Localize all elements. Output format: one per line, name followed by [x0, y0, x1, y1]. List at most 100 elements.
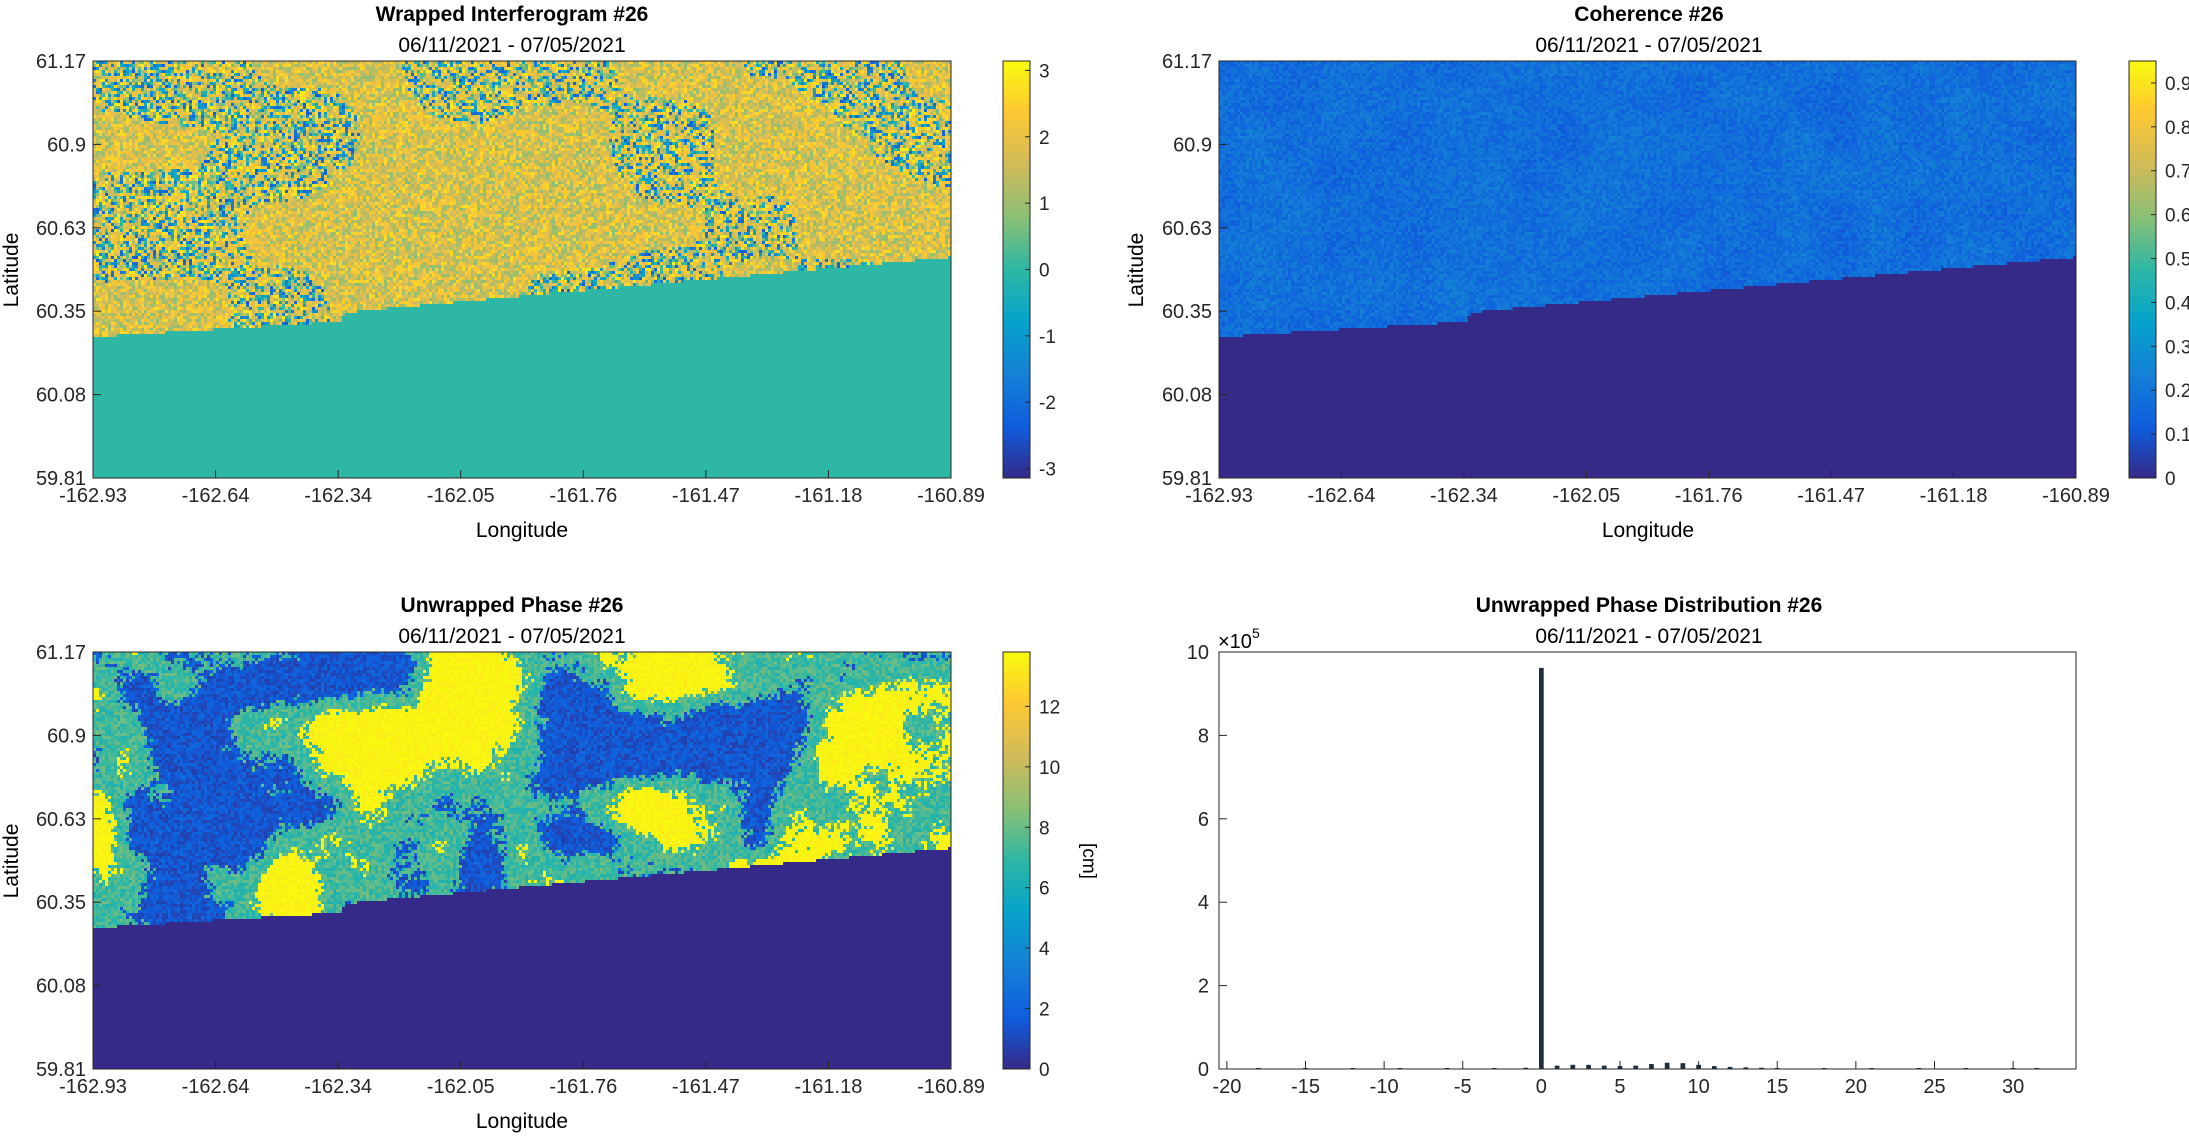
colorbar-tick-label: 0.4 [2165, 293, 2189, 314]
x-tick-labels: -162.93 -162.64 -162.34 -162.05 -161.76 -161.… [59, 1061, 985, 1098]
y-tick-label: 60.9 [47, 725, 86, 747]
x-tick-label: -162.34 [304, 1076, 372, 1098]
chart-title: Unwrapped Phase Distribution #26 [1476, 594, 1823, 617]
y-tick-label: 4 [1198, 892, 1209, 914]
y-tick-label: 60.63 [1162, 218, 1212, 240]
x-tick-label: -162.05 [427, 1076, 495, 1098]
x-tick-label: -161.18 [795, 1076, 863, 1098]
colorbar-tick-label: 0 [1039, 1060, 1050, 1081]
x-tick-label: -10 [1370, 1076, 1399, 1098]
histogram-bar [1586, 1064, 1591, 1069]
colorbar-tick-labels: 0.9 0.8 0.7 0.6 0.5 0.4 0.3 0.2 0.1 0 [2151, 74, 2189, 490]
x-tick-labels: -162.93 -162.64 -162.34 -162.05 -161.76 -161.… [1185, 470, 2110, 507]
x-tick-label: -162.05 [1552, 485, 1620, 507]
x-tick-label: -161.76 [549, 485, 617, 507]
colorbar-tick-label: 8 [1039, 818, 1050, 839]
y-tick-label: 59.81 [36, 468, 86, 490]
chart-title: Coherence #26 [1574, 3, 1723, 26]
x-tick-label: -160.89 [917, 485, 985, 507]
x-tick-label: -162.64 [182, 485, 250, 507]
colorbar-tick-label: 0.2 [2165, 381, 2189, 402]
colorbar-tick-label: -3 [1039, 460, 1056, 481]
x-tick-label: -160.89 [2042, 485, 2110, 507]
x-ticks: -20 -15 -10 -5 0 5 10 15 20 25 30 [1212, 1061, 2024, 1098]
x-tick-label: -162.34 [1430, 485, 1498, 507]
x-tick-label: -162.93 [59, 485, 127, 507]
histogram-bar [1759, 1067, 1764, 1069]
x-tick-label: 0 [1536, 1076, 1547, 1098]
x-tick-label: -161.18 [1920, 485, 1988, 507]
x-tick-label: -161.76 [549, 1076, 617, 1098]
y-tick-label: 60.63 [36, 809, 86, 831]
histogram-bar [1601, 1065, 1607, 1069]
y-tick-label: 8 [1198, 725, 1209, 747]
y-tick-labels: 61.17 60.9 60.63 60.35 60.08 59.81 [1162, 51, 1227, 490]
y-tick-label: 0 [1198, 1059, 1209, 1081]
y-tick-label: 10 [1187, 642, 1209, 664]
x-tick-label: 25 [1923, 1076, 1945, 1098]
y-tick-label: 60.08 [36, 385, 86, 407]
y-tick-label: 2 [1198, 976, 1209, 998]
colorbar-tick-label: 0.9 [2165, 74, 2189, 95]
colorbar-tick-label: 10 [1039, 758, 1060, 779]
heatmap-raster [93, 61, 951, 478]
x-tick-label: -161.47 [672, 1076, 740, 1098]
chart-subtitle: 06/11/2021 - 07/05/2021 [1535, 625, 1762, 648]
x-tick-label: 20 [1845, 1076, 1867, 1098]
histogram-bar [1570, 1064, 1576, 1069]
histogram-bar [1664, 1062, 1670, 1069]
panel-unwrapped-phase-distribution: Unwrapped Phase Distribution #26 06/11/2… [1187, 594, 2077, 1098]
colorbar-tick-label: 0 [2165, 469, 2176, 490]
chart-title: Unwrapped Phase #26 [401, 594, 624, 617]
plot-area [1219, 652, 2076, 1069]
colorbar-tick-label: -1 [1039, 327, 1056, 348]
colorbar-tick-label: 2 [1039, 1000, 1050, 1021]
y-tick-label: 59.81 [36, 1059, 86, 1081]
x-tick-label: -162.93 [1185, 485, 1253, 507]
y-tick-label: 60.9 [47, 134, 86, 156]
colorbar-tick-label: 6 [1039, 879, 1050, 900]
plot-frame [1218, 651, 2077, 1070]
y-tick-label: 60.35 [1162, 301, 1212, 323]
heatmap-image [1219, 61, 2076, 478]
colorbar [1002, 651, 1031, 1070]
heatmap-image [93, 61, 951, 478]
colorbar-tick-label: 12 [1039, 697, 1060, 718]
colorbar [1002, 60, 1031, 479]
colorbar-tick-label: 0.7 [2165, 162, 2189, 183]
heatmap-raster [93, 652, 951, 1069]
x-tick-label: -15 [1291, 1076, 1320, 1098]
colorbar-tick-labels: 3 2 1 0 -1 -2 -3 [1025, 61, 1056, 481]
heatmap-image [93, 652, 951, 1069]
y-tick-label: 61.17 [36, 51, 86, 73]
x-tick-label: 15 [1766, 1076, 1788, 1098]
y-tick-label: 61.17 [1162, 51, 1212, 73]
colorbar-tick-labels: 12 10 8 6 4 2 0 [1025, 697, 1060, 1081]
y-tick-label: 60.9 [1173, 134, 1212, 156]
y-tick-label: 60.35 [36, 301, 86, 323]
colorbar [2128, 60, 2157, 479]
panel-wrapped-interferogram: Wrapped Interferogram #26 06/11/2021 - 0… [0, 3, 1056, 542]
y-axis-label: Latitude [0, 233, 23, 308]
y-ticks: 10 8 6 4 2 0 [1187, 642, 1227, 1081]
x-tick-label: -162.64 [182, 1076, 250, 1098]
panel-coherence: Coherence #26 06/11/2021 - 07/05/2021 -1… [1125, 3, 2189, 542]
colorbar-tick-label: 2 [1039, 128, 1050, 149]
histogram-bar [1633, 1065, 1639, 1069]
x-tick-label: -161.47 [1797, 485, 1865, 507]
x-tick-label: 10 [1687, 1076, 1709, 1098]
colorbar-tick-label: 0.5 [2165, 250, 2189, 271]
histogram-bar [1538, 667, 1544, 1069]
y-tick-label: 60.08 [36, 976, 86, 998]
x-tick-label: -160.89 [917, 1076, 985, 1098]
x-tick-label: -5 [1454, 1076, 1472, 1098]
colorbar-tick-label: 1 [1039, 194, 1050, 215]
chart-title: Wrapped Interferogram #26 [376, 3, 649, 26]
histogram-bar [1743, 1067, 1749, 1069]
colorbar-tick-label: -2 [1039, 393, 1056, 414]
y-exponent-base: ×10 [1218, 631, 1252, 653]
histogram-bar [1711, 1066, 1717, 1069]
y-tick-label: 60.63 [36, 218, 86, 240]
colorbar-tick-label: 0.1 [2165, 425, 2189, 446]
chart-subtitle: 06/11/2021 - 07/05/2021 [398, 34, 625, 57]
